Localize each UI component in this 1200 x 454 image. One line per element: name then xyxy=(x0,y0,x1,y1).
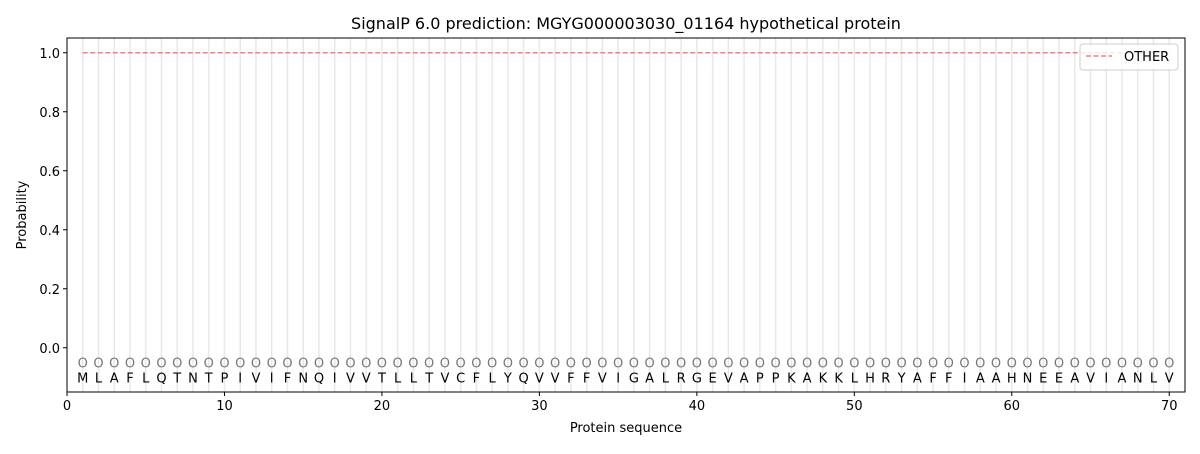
x-tick-label: 10 xyxy=(216,399,233,414)
region-label: O xyxy=(629,357,639,372)
region-label: O xyxy=(345,357,355,372)
region-label: O xyxy=(109,357,119,372)
y-axis-label: Probability xyxy=(15,180,30,249)
y-tick-label: 0.4 xyxy=(39,224,60,239)
x-ticks: 0 10 20 30 40 50 60 70 xyxy=(63,392,1178,414)
y-tick-label: 0.6 xyxy=(39,165,60,180)
region-label: O xyxy=(172,357,182,372)
region-label: O xyxy=(393,357,403,372)
region-label: O xyxy=(377,357,387,372)
region-label: O xyxy=(865,357,875,372)
region-label: O xyxy=(267,357,277,372)
region-label: O xyxy=(141,357,151,372)
region-label: O xyxy=(93,357,103,372)
region-label: O xyxy=(298,357,308,372)
y-tick-label: 0.8 xyxy=(39,106,60,121)
x-tick-label: 60 xyxy=(1004,399,1021,414)
region-label: O xyxy=(896,357,906,372)
region-label: O xyxy=(156,357,166,372)
region-label: O xyxy=(818,357,828,372)
region-label: O xyxy=(802,357,812,372)
y-tick-label: 0.0 xyxy=(39,342,60,357)
region-label: O xyxy=(219,357,229,372)
region-label: O xyxy=(770,357,780,372)
region-label: O xyxy=(251,357,261,372)
x-tick-label: 50 xyxy=(846,399,863,414)
region-label: O xyxy=(188,357,198,372)
region-label: O xyxy=(645,357,655,372)
region-label: O xyxy=(1085,357,1095,372)
grid xyxy=(81,38,1171,392)
region-label: O xyxy=(1007,357,1017,372)
region-label: O xyxy=(1117,357,1127,372)
region-label: O xyxy=(991,357,1001,372)
region-label: O xyxy=(1022,357,1032,372)
region-label: O xyxy=(582,357,592,372)
x-tick-label: 70 xyxy=(1161,399,1178,414)
region-label: O xyxy=(534,357,544,372)
legend-label-other: OTHER xyxy=(1124,50,1169,65)
region-label: O xyxy=(928,357,938,372)
region-label: O xyxy=(550,357,560,372)
region-label: O xyxy=(723,357,733,372)
region-label: O xyxy=(204,357,214,372)
region-label: O xyxy=(881,357,891,372)
region-label: O xyxy=(739,357,749,372)
region-label: O xyxy=(1070,357,1080,372)
region-label: O xyxy=(959,357,969,372)
residue-sequence: MLAFLQTNTPIVIFNQIVVTLLTVCFLYQVVFFVIGALRG… xyxy=(77,371,1174,386)
region-label: O xyxy=(613,357,623,372)
region-label: O xyxy=(1101,357,1111,372)
legend: OTHER xyxy=(1079,43,1179,71)
region-label: O xyxy=(519,357,529,372)
region-label: O xyxy=(361,357,371,372)
region-label: O xyxy=(1038,357,1048,372)
region-label: O xyxy=(755,357,765,372)
x-axis-label: Protein sequence xyxy=(570,421,682,436)
y-tick-label: 1.0 xyxy=(39,47,60,62)
region-label: O xyxy=(944,357,954,372)
region-label: O xyxy=(597,357,607,372)
chart-title: SignalP 6.0 prediction: MGYG000003030_01… xyxy=(351,14,901,34)
region-label: O xyxy=(975,357,985,372)
region-label: O xyxy=(314,357,324,372)
legend-box xyxy=(1079,43,1179,71)
region-label: O xyxy=(125,357,135,372)
region-label: O xyxy=(503,357,513,372)
region-label: O xyxy=(408,357,418,372)
x-tick-label: 0 xyxy=(63,399,71,414)
region-label: O xyxy=(692,357,702,372)
region-label: O xyxy=(78,357,88,372)
region-label: O xyxy=(1133,357,1143,372)
y-ticks: 0.0 0.2 0.4 0.6 0.8 1.0 xyxy=(39,47,67,357)
region-label: O xyxy=(1148,357,1158,372)
region-label: O xyxy=(282,357,292,372)
region-label: O xyxy=(471,357,481,372)
region-label: O xyxy=(1164,357,1174,372)
region-label: O xyxy=(424,357,434,372)
region-label: O xyxy=(1054,357,1064,372)
x-tick-label: 40 xyxy=(689,399,706,414)
region-label: O xyxy=(660,357,670,372)
region-label: O xyxy=(235,357,245,372)
region-label: O xyxy=(833,357,843,372)
x-tick-label: 30 xyxy=(531,399,548,414)
region-label: O xyxy=(912,357,922,372)
region-label: O xyxy=(456,357,466,372)
region-label: O xyxy=(849,357,859,372)
y-tick-label: 0.2 xyxy=(39,283,60,298)
region-label: O xyxy=(330,357,340,372)
region-label: O xyxy=(786,357,796,372)
region-label: O xyxy=(440,357,450,372)
region-label: O xyxy=(566,357,576,372)
region-label: O xyxy=(676,357,686,372)
x-tick-label: 20 xyxy=(374,399,391,414)
region-label: O xyxy=(707,357,717,372)
region-label: O xyxy=(487,357,497,372)
plot-frame xyxy=(66,37,1186,393)
